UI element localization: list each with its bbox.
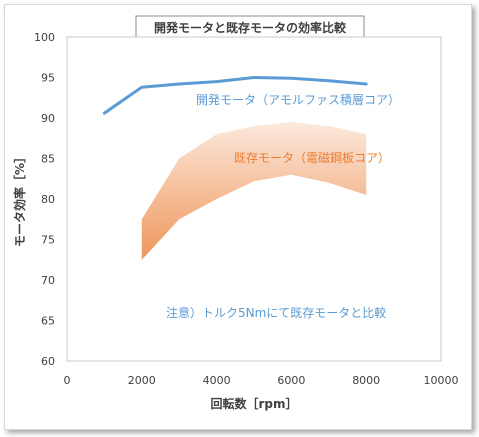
y-tick-label: 60	[41, 355, 55, 368]
x-axis-ticks: 0 2000 4000 6000 8000 10000	[64, 374, 459, 387]
developed-motor-label: 開発モータ（アモルファス積層コア）	[196, 92, 400, 107]
y-axis-title: モータ効率［%］	[12, 151, 27, 247]
developed-motor-line	[102, 76, 368, 115]
y-tick-label: 75	[41, 234, 55, 247]
chart-title: 開発モータと既存モータの効率比較	[154, 20, 347, 35]
existing-motor-label: 既存モータ（電磁鋼板コア）	[234, 150, 390, 165]
y-tick-label: 85	[41, 153, 55, 166]
y-tick-label: 100	[34, 31, 55, 44]
x-tick-label: 4000	[203, 374, 231, 387]
annotation-note: 注意）トルク5Nmにて既存モータと比較	[166, 305, 386, 320]
y-tick-label: 70	[41, 274, 55, 287]
y-axis-ticks: 60 65 70 75 80 85 90 95 100	[34, 31, 55, 368]
x-tick-label: 8000	[352, 374, 380, 387]
plot-area	[66, 36, 442, 362]
y-tick-label: 65	[41, 315, 55, 328]
y-tick-label: 80	[41, 193, 55, 206]
x-tick-label: 6000	[277, 374, 305, 387]
y-tick-label: 90	[41, 112, 55, 125]
x-tick-label: 2000	[128, 374, 156, 387]
y-tick-label: 95	[41, 72, 55, 85]
x-tick-label: 0	[64, 374, 71, 387]
x-axis-title: 回転数［rpm］	[210, 396, 297, 411]
existing-motor-band	[141, 122, 367, 260]
x-tick-label: 10000	[424, 374, 459, 387]
